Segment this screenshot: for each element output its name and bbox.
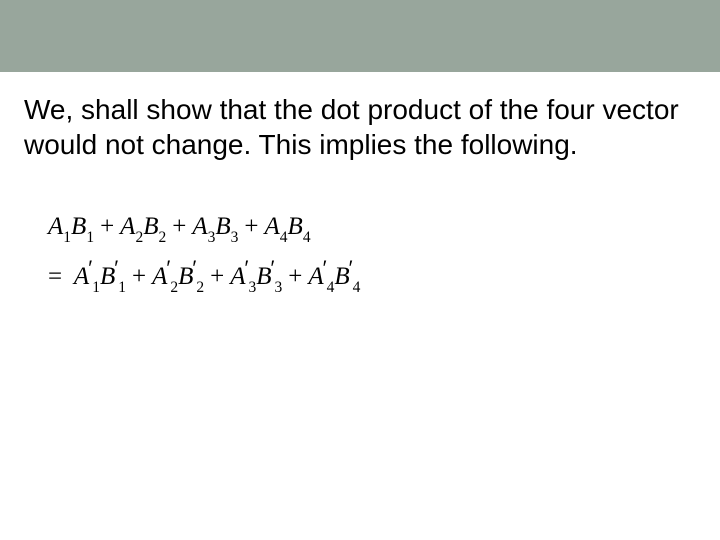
equation-line-1: A1B1+A2B2+A3B3+A4B4: [48, 204, 690, 250]
plus-op: +: [166, 213, 192, 240]
plus-op: +: [94, 213, 120, 240]
term-A2pB2p: A′2B′2: [152, 263, 204, 290]
plus-op: +: [282, 263, 308, 290]
term-A1B1: A1B1: [48, 213, 94, 240]
term-A3B3: A3B3: [192, 213, 238, 240]
plus-op: +: [204, 263, 230, 290]
equation-block: A1B1+A2B2+A3B3+A4B4 = A′1B′1+A′2B′2+A′3B…: [48, 204, 690, 300]
term-A2B2: A2B2: [120, 213, 166, 240]
body-text: We, shall show that the dot product of t…: [24, 92, 690, 162]
term-A1pB1p: A′1B′1: [74, 263, 126, 290]
header-bar: [0, 0, 720, 72]
term-A4pB4p: A′4B′4: [308, 263, 360, 290]
term-A3pB3p: A′3B′3: [230, 263, 282, 290]
content-area: We, shall show that the dot product of t…: [0, 72, 720, 300]
plus-op: +: [238, 213, 264, 240]
plus-op: +: [126, 263, 152, 290]
equals-op: =: [48, 263, 68, 290]
term-A4B4: A4B4: [265, 213, 311, 240]
equation-line-2: = A′1B′1+A′2B′2+A′3B′3+A′4B′4: [48, 254, 690, 300]
